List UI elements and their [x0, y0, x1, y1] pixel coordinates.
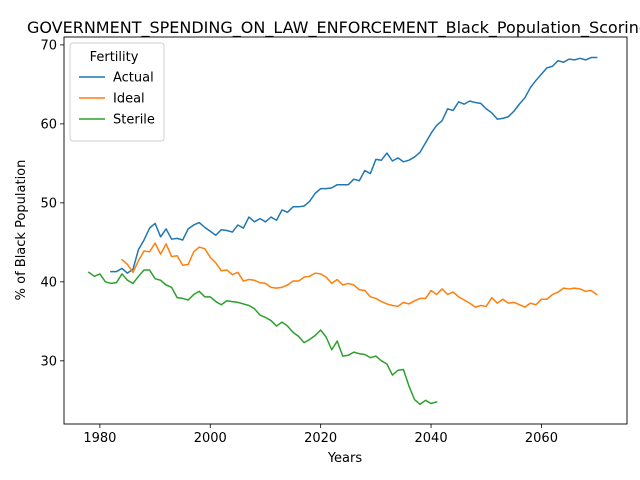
y-tick-label: 30 [40, 354, 57, 369]
chart-title: GOVERNMENT_SPENDING_ON_LAW_ENFORCEMENT_B… [27, 18, 640, 38]
legend-label-ideal: Ideal [113, 92, 145, 107]
plot-frame [63, 36, 628, 425]
series-lines [87, 56, 598, 406]
x-tick-label: 1980 [83, 431, 116, 446]
x-tick-label: 2020 [304, 431, 337, 446]
y-tick-label: 70 [40, 38, 57, 53]
series-line-actual [110, 56, 598, 274]
x-axis-label: Years [327, 451, 363, 466]
y-tick-label: 60 [40, 117, 57, 132]
series-line-ideal [120, 242, 598, 308]
x-tick-label: 2000 [194, 431, 227, 446]
y-axis-label: % of Black Population [14, 160, 29, 301]
y-axis: 30 40 50 60 70 [40, 38, 64, 369]
legend: Fertility Actual Ideal Sterile [69, 42, 165, 142]
legend-label-actual: Actual [113, 71, 154, 86]
legend-box [69, 42, 165, 142]
x-axis: 1980 2000 2020 2040 2060 [83, 424, 558, 446]
x-tick-label: 2060 [525, 431, 558, 446]
plot-area [63, 36, 628, 425]
legend-title: Fertility [90, 50, 139, 65]
series-line-sterile [87, 269, 438, 406]
legend-label-sterile: Sterile [113, 113, 155, 128]
x-tick-label: 2040 [415, 431, 448, 446]
y-tick-label: 50 [40, 196, 57, 211]
y-tick-label: 40 [40, 275, 57, 290]
